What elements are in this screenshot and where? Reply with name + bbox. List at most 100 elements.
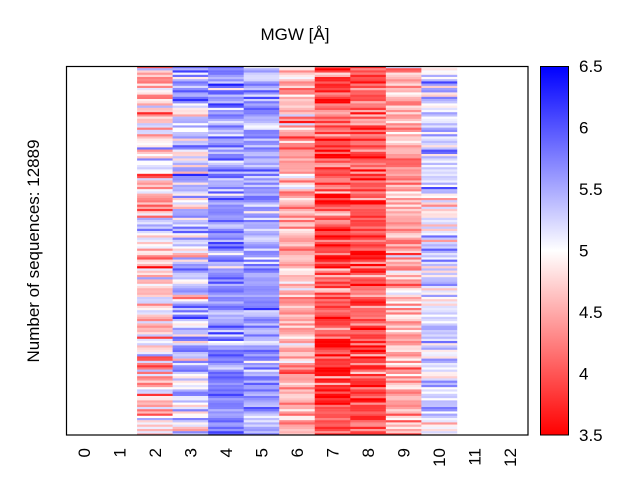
heatmap-cell: [314, 382, 351, 386]
heatmap-cell: [279, 299, 316, 302]
heatmap-cell: [243, 354, 280, 357]
heatmap-cell: [243, 272, 280, 276]
heatmap-cell: [421, 253, 458, 256]
heatmap-cell: [421, 167, 458, 170]
heatmap-cell: [137, 299, 173, 302]
heatmap-cell: [421, 356, 458, 359]
heatmap-cell: [243, 330, 280, 333]
heatmap-cell: [421, 85, 458, 89]
heatmap-cell: [172, 198, 209, 201]
heatmap-cell: [350, 178, 387, 181]
heatmap-cell: [172, 354, 209, 357]
heatmap-cell: [421, 184, 458, 188]
heatmap-cell: [279, 125, 316, 128]
heatmap-cell: [279, 374, 316, 377]
heatmap-cell: [172, 356, 209, 359]
heatmap-cell: [137, 301, 173, 304]
heatmap-cell: [279, 176, 316, 179]
heatmap-cell: [243, 257, 280, 260]
heatmap-cell: [243, 209, 280, 212]
heatmap-cell: [421, 145, 458, 148]
heatmap-cell: [208, 96, 244, 100]
heatmap-cell: [208, 404, 244, 408]
heatmap-cell: [172, 136, 209, 139]
heatmap-cell: [208, 363, 244, 366]
heatmap-cell: [350, 182, 387, 185]
heatmap-cell: [385, 154, 422, 157]
heatmap-cell: [279, 99, 316, 102]
heatmap-cell: [350, 314, 387, 317]
heatmap-cell: [208, 202, 244, 205]
heatmap-cell: [172, 433, 209, 435]
heatmap-cell: [421, 292, 458, 295]
heatmap-cell: [208, 272, 244, 276]
heatmap-cell: [208, 345, 244, 348]
heatmap-cell: [385, 162, 422, 166]
heatmap-cell: [279, 149, 316, 152]
heatmap-cell: [243, 400, 280, 403]
heatmap-cell: [314, 235, 351, 238]
heatmap-cell: [421, 226, 458, 229]
heatmap-cell: [137, 180, 173, 183]
heatmap-cell: [208, 336, 244, 339]
heatmap-cell: [172, 132, 209, 135]
heatmap-cell: [385, 211, 422, 214]
heatmap-cell: [243, 165, 280, 168]
heatmap-cell: [208, 343, 244, 346]
heatmap-cell: [314, 151, 351, 155]
heatmap-cell: [421, 176, 458, 179]
heatmap-cell: [243, 244, 280, 247]
heatmap-cell: [137, 187, 173, 190]
heatmap-cell: [208, 224, 244, 227]
heatmap-cell: [421, 415, 458, 419]
heatmap-cell: [208, 310, 244, 313]
heatmap-cell: [314, 345, 351, 348]
heatmap-cell: [137, 354, 173, 357]
heatmap-cell: [279, 283, 316, 287]
heatmap-cell: [172, 160, 209, 163]
heatmap-cell: [208, 308, 244, 311]
heatmap-cell: [314, 96, 351, 100]
heatmap-cell: [172, 327, 209, 331]
heatmap-cell: [279, 70, 316, 73]
heatmap-cell: [314, 165, 351, 168]
heatmap-cell: [350, 127, 387, 130]
heatmap-cell: [172, 338, 209, 342]
heatmap-cell: [421, 325, 458, 328]
heatmap-cell: [421, 222, 458, 225]
heatmap-cell: [208, 299, 244, 302]
heatmap-cell: [385, 250, 422, 254]
heatmap-cell: [172, 332, 209, 335]
heatmap-cell: [279, 319, 316, 322]
heatmap-cell: [350, 369, 387, 372]
heatmap-cell: [279, 347, 316, 350]
heatmap-cell: [421, 215, 458, 218]
heatmap-cell: [314, 288, 351, 291]
heatmap-cell: [137, 154, 173, 157]
heatmap-cell: [208, 176, 244, 179]
heatmap-cell: [172, 180, 209, 183]
heatmap-cell: [279, 281, 316, 284]
heatmap-cell: [421, 312, 458, 315]
heatmap-cell: [314, 189, 351, 192]
heatmap-cell: [279, 330, 316, 333]
heatmap-cell: [243, 319, 280, 322]
heatmap-cell: [314, 191, 351, 194]
heatmap-cell: [350, 270, 387, 273]
heatmap-cell: [137, 336, 173, 339]
heatmap-cell: [350, 358, 387, 361]
heatmap-cell: [279, 198, 316, 201]
heatmap-cell: [243, 79, 280, 82]
heatmap-cell: [350, 162, 387, 166]
heatmap-cell: [137, 360, 173, 364]
heatmap-cell: [172, 378, 209, 381]
heatmap-cell: [385, 341, 422, 344]
heatmap-cell: [279, 246, 316, 249]
heatmap-cell: [385, 202, 422, 205]
heatmap-cell: [208, 66, 244, 69]
heatmap-cell: [172, 118, 209, 122]
heatmap-cell: [385, 407, 422, 410]
heatmap-cell: [385, 107, 422, 111]
heatmap-cell: [172, 235, 209, 238]
heatmap-cell: [137, 127, 173, 130]
